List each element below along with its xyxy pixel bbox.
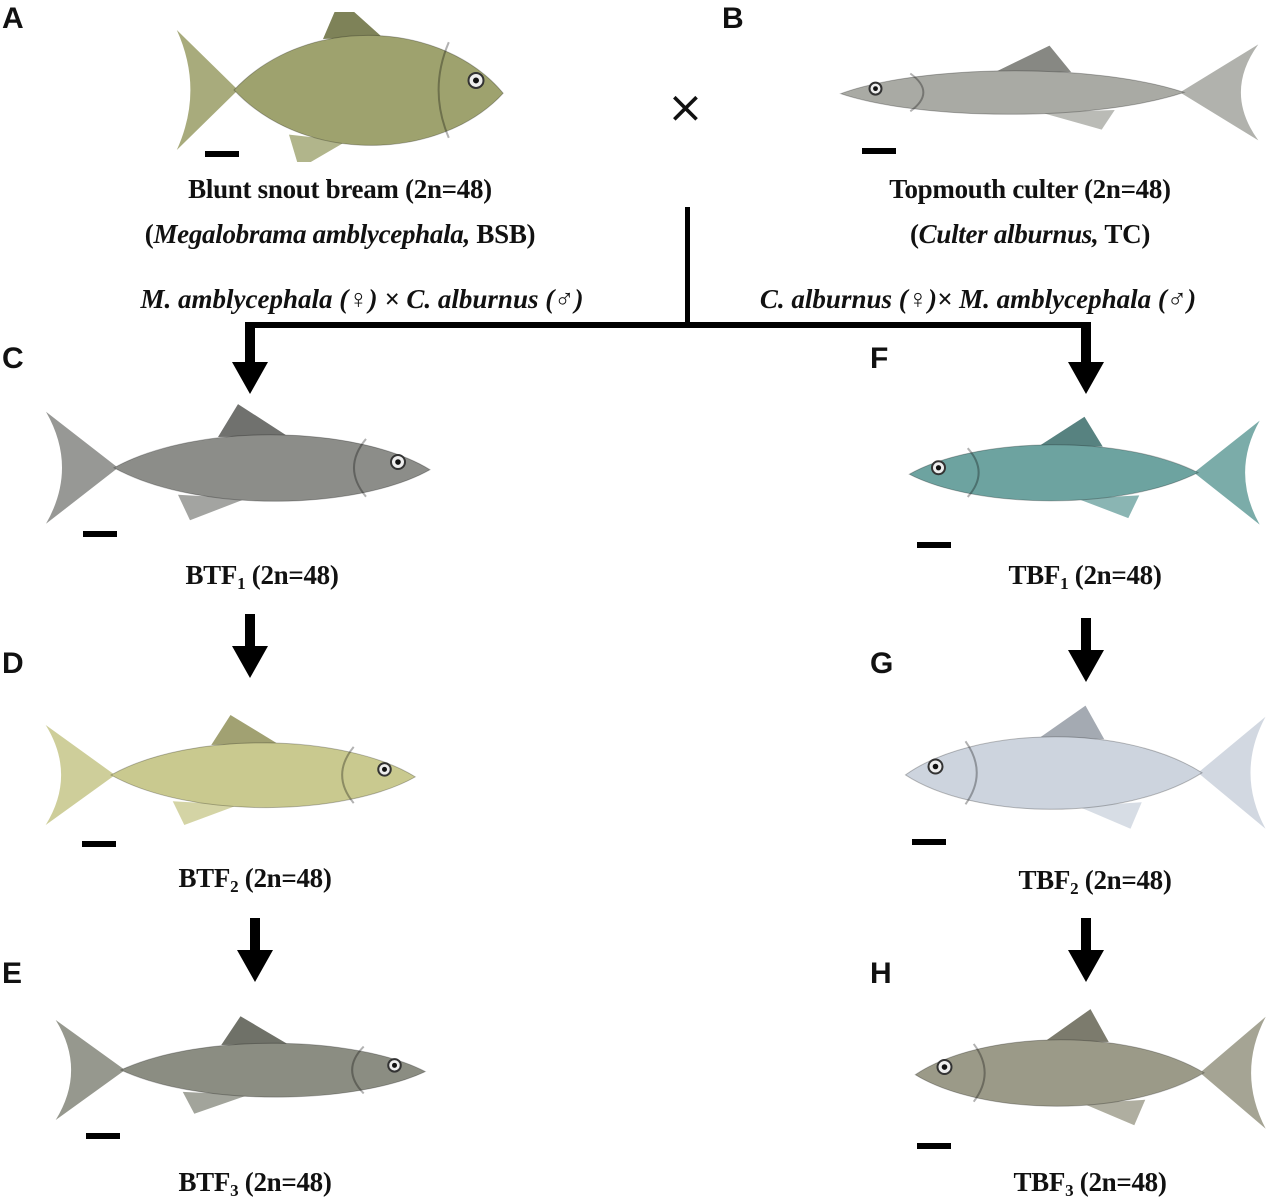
arrow-down-icon [1068,362,1104,394]
fish-anal-fin [172,801,239,825]
fish-dorsal-fin [218,404,286,437]
fish-gill [964,740,978,805]
tbf1-label: TBF1 (2n=48) [1008,560,1162,593]
fish-anal-fin [182,1091,249,1114]
fish-pupil [392,1062,397,1068]
btf3-label: BTF3 (2n=48) [178,1167,332,1200]
fish-gill [341,746,355,804]
cross-label-left: M. amblycephala (♀) × C. alburnus (♂) [140,284,584,314]
fish-dorsal-fin [211,715,277,745]
fish-pupil [932,763,939,770]
fish-pupil [395,459,401,465]
scale-bar [917,1143,951,1149]
fish-tail [1194,420,1260,525]
arrow-down-icon [232,362,268,394]
fish-anal-fin [178,494,246,521]
arrow-shaft [1081,918,1091,954]
arrow-shaft [245,614,255,650]
fish-pupil [941,1064,948,1070]
bsb-scientific-name: (Megalobrama amblycephala, BSB) [144,219,536,249]
tc-scientific-name: (Culter alburnus, TC) [909,219,1151,249]
fish-dorsal-fin [323,12,381,39]
arrow-shaft [250,918,260,954]
panel-label-g: G [870,647,894,680]
fish-gill [909,72,925,113]
panel-label-f: F [870,342,889,375]
tbf3-label: TBF3 (2n=48) [1013,1167,1167,1200]
cross-symbol: × [667,82,704,133]
fish-image-btf2 [45,715,417,825]
fish-image-btf3 [55,1016,427,1120]
fish-image-tbf1 [908,416,1260,525]
btf2-label: BTF2 (2n=48) [178,863,332,896]
fish-body [233,34,504,146]
panel-label-b: B [722,2,744,35]
fish-tail [1180,44,1259,141]
fish-dorsal-fin [1046,1009,1109,1042]
fish-tail [45,725,116,825]
panel-label-h: H [870,957,892,990]
fish-tail [176,30,238,150]
fish-image-tbf2 [904,705,1266,829]
fish-body [109,742,417,809]
fish-gill [351,1045,365,1095]
panel-label-e: E [2,957,23,990]
fish-dorsal-fin [1040,416,1103,447]
scale-bar [912,839,946,845]
fish-anal-fin [1083,1099,1146,1126]
panel-label-a: A [2,2,24,35]
panel-label-c: C [2,342,24,375]
fish-pupil [873,86,878,92]
fish-gill [437,41,450,139]
fish-body [119,1042,427,1098]
fish-anal-fin [1078,802,1142,829]
arrow-shaft [245,322,255,367]
fish-image-bsb [176,12,504,162]
fish-image-tc [839,44,1259,141]
arrow-down-icon [232,646,268,678]
fish-body [914,1039,1205,1107]
fish-anal-fin [1040,110,1115,130]
fish-body [112,434,431,502]
fish-tail [1198,716,1266,829]
fish-tail [46,411,118,524]
connector-horizontal [246,322,1091,328]
fish-body [839,70,1186,115]
arrow-down-icon [1068,650,1104,682]
bsb-common-name: Blunt snout bream (2n=48) [188,174,492,204]
fish-body [904,736,1203,810]
connector-vertical [685,207,690,327]
arrow-down-icon [237,950,273,982]
scale-bar [862,148,896,154]
fish-dorsal-fin [221,1016,287,1045]
fish-tail [55,1020,126,1120]
fish-tail [1200,1016,1266,1129]
fish-dorsal-fin [997,45,1072,73]
scale-bar [205,151,239,157]
fish-gill [972,1043,986,1103]
arrow-down-icon [1068,950,1104,982]
tc-common-name: Topmouth culter (2n=48) [889,174,1171,204]
fish-anal-fin [1077,495,1140,519]
fish-gill [966,447,980,498]
cross-label-right: C. alburnus (♀)× M. amblycephala (♂) [759,284,1197,314]
arrow-shaft [1081,322,1091,367]
btf1-label: BTF1 (2n=48) [185,560,339,593]
fish-image-btf1 [46,404,431,524]
fish-image-tbf3 [914,1009,1266,1129]
fish-pupil [382,766,387,772]
arrow-shaft [1081,618,1091,654]
scale-bar [83,531,117,537]
scale-bar [82,841,116,847]
fish-body [908,444,1200,502]
scale-bar [86,1133,120,1139]
fish-pupil [935,465,942,471]
fish-gill [353,438,367,498]
fish-pupil [473,77,479,84]
scale-bar [917,542,951,548]
tbf2-label: TBF2 (2n=48) [1018,865,1172,898]
panel-label-d: D [2,647,24,680]
fish-dorsal-fin [1040,705,1105,740]
